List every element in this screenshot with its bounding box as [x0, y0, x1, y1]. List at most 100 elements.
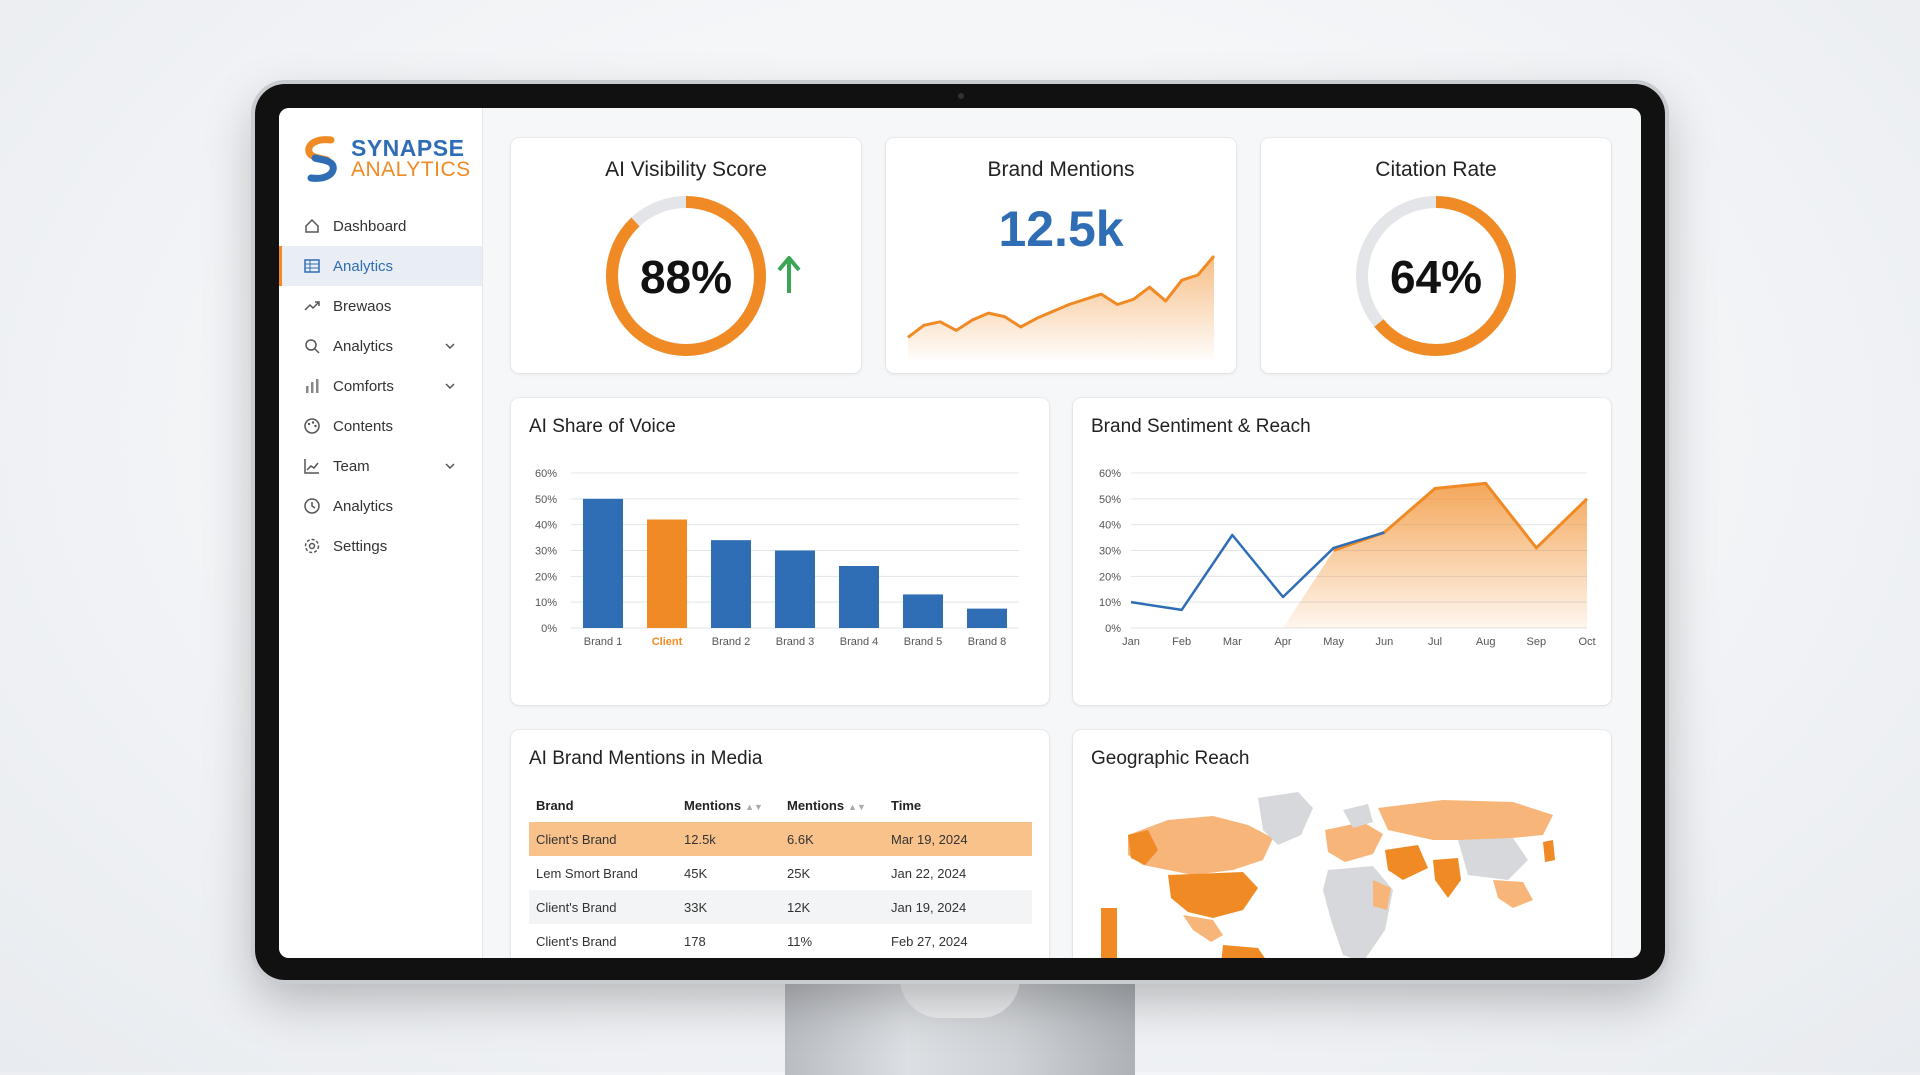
- x-tick-label: Apr: [1274, 636, 1291, 648]
- map-region-mexico: [1183, 915, 1223, 942]
- column-header-brand[interactable]: Brand: [529, 788, 677, 822]
- y-tick-label: 20%: [535, 571, 557, 583]
- x-tick-label: Feb: [1172, 636, 1191, 648]
- share-of-voice-chart: 0% 10% 20% 30% 40% 50% 60% Brand 1 Client Brand 2…: [535, 468, 1019, 648]
- bar-client[interactable]: [647, 519, 687, 629]
- logo-text-line1: SYNAPSE: [351, 135, 465, 161]
- ai-visibility-title: AI Visibility Score: [605, 158, 767, 181]
- table-row[interactable]: Client's Brand 12.5k 6.6K Mar 19, 2024: [529, 822, 1032, 856]
- citation-rate-gauge: 64%: [1356, 196, 1516, 356]
- x-tick-label: Jun: [1375, 636, 1393, 648]
- table-header-row: Brand Mentions ▲▼ Mentions ▲▼ Time: [529, 788, 1032, 822]
- sidebar: SYNAPSE ANALYTICS Dashboard Analytics Brew…: [279, 108, 483, 958]
- cell-mentions-2: 25K: [787, 865, 811, 881]
- citation-rate-title: Citation Rate: [1375, 158, 1497, 181]
- sidebar-item-contents-5[interactable]: Contents: [279, 406, 482, 446]
- y-tick-label: 50%: [1099, 494, 1121, 506]
- ai-visibility-value: 88%: [640, 251, 732, 303]
- gear-icon: [303, 537, 321, 555]
- cell-time: Mar 19, 2024: [884, 822, 1032, 856]
- map-region-usa: [1168, 872, 1258, 918]
- sidebar-nav: Dashboard Analytics Brewaos Analytics Comfor…: [279, 206, 482, 566]
- home-icon: [303, 217, 321, 235]
- y-tick-label: 60%: [535, 468, 557, 480]
- column-header-mentions-2[interactable]: Mentions ▲▼: [780, 788, 884, 822]
- cell-brand: Client's Brand: [536, 933, 617, 949]
- bar-brand-8[interactable]: [967, 608, 1007, 628]
- table-icon: [303, 257, 321, 275]
- logo[interactable]: SYNAPSE ANALYTICS: [299, 134, 471, 184]
- sidebar-item-label: Team: [333, 457, 370, 475]
- bar-brand-4[interactable]: [839, 566, 879, 628]
- cell-time: Jan 19, 2024: [884, 890, 1032, 924]
- bar-brand-3[interactable]: [775, 550, 815, 629]
- bar-brand-5[interactable]: [903, 594, 943, 628]
- y-tick-label: 10%: [535, 597, 557, 609]
- sort-icon: ▲▼: [745, 801, 763, 812]
- column-header-time[interactable]: Time: [884, 788, 1032, 822]
- cell-brand: Lem Smort Brand: [536, 865, 638, 881]
- cell-time: Jan 22, 2024: [891, 865, 967, 881]
- camera-dot: [958, 93, 964, 99]
- x-tick-label: May: [1323, 636, 1344, 648]
- column-header-mentions[interactable]: Mentions ▲▼: [677, 788, 780, 822]
- area-fill: [1181, 483, 1587, 628]
- gauge-fill: [606, 196, 766, 356]
- y-tick-label: 50%: [535, 494, 557, 506]
- sidebar-item-team-6[interactable]: Team: [279, 446, 482, 486]
- table-row[interactable]: Client's Brand 178 11% Feb 27, 2024: [529, 924, 1032, 958]
- sidebar-item-analytics-1[interactable]: Analytics: [279, 246, 482, 286]
- map-region-africa: [1323, 866, 1393, 958]
- sidebar-item-label: Contents: [333, 417, 394, 435]
- sidebar-item-label: Brewaos: [333, 297, 392, 315]
- y-tick-label: 10%: [1099, 597, 1121, 609]
- up-arrow-icon: [777, 256, 801, 293]
- sidebar-item-analytics-3[interactable]: Analytics: [279, 326, 482, 366]
- table-row[interactable]: Lem Smort Brand 45K 25K Jan 22, 2024: [529, 856, 1032, 890]
- world-map: [1101, 792, 1555, 958]
- y-tick-label: 60%: [1099, 468, 1121, 480]
- map-region-canada: [1128, 816, 1273, 875]
- trend-icon: [303, 297, 321, 315]
- map-region-europe: [1325, 822, 1383, 862]
- cell-mentions: 178: [684, 933, 706, 949]
- x-tick-label: Jul: [1428, 636, 1442, 648]
- y-tick-label: 0%: [1105, 623, 1121, 635]
- x-tick-label: Brand 5: [904, 636, 943, 648]
- chevron-down-icon[interactable]: [444, 339, 456, 356]
- sidebar-item-dashboard-0[interactable]: Dashboard: [279, 206, 482, 246]
- x-tick-label: Sep: [1527, 636, 1547, 648]
- column-header-label: Brand: [536, 797, 574, 813]
- media-mentions-card: AI Brand Mentions in Media Brand Mention…: [511, 730, 1049, 958]
- sidebar-item-settings-8[interactable]: Settings: [279, 526, 482, 566]
- sidebar-item-brewaos-2[interactable]: Brewaos: [279, 286, 482, 326]
- cell-mentions: 45K: [684, 865, 708, 881]
- brand-mentions-card: Brand Mentions 12.5k: [886, 138, 1236, 373]
- search-icon: [303, 337, 321, 355]
- sidebar-item-analytics-7[interactable]: Analytics: [279, 486, 482, 526]
- chevron-down-icon[interactable]: [444, 459, 456, 476]
- y-tick-label: 0%: [541, 623, 557, 635]
- table-row[interactable]: Client's Brand 33K 12K Jan 19, 2024: [529, 890, 1032, 924]
- media-mentions-title: AI Brand Mentions in Media: [529, 748, 763, 769]
- cell-brand: Client's Brand: [529, 890, 677, 924]
- x-tick-label: Oct: [1578, 636, 1595, 648]
- gauge-fill: [1356, 196, 1516, 356]
- y-tick-label: 40%: [535, 520, 557, 532]
- sparkline-line: [907, 255, 1216, 339]
- column-header-label: Mentions: [684, 797, 742, 813]
- bar-brand-1[interactable]: [583, 498, 623, 628]
- sidebar-item-label: Analytics: [333, 257, 394, 275]
- line-chart-icon: [303, 457, 321, 475]
- y-tick-label: 30%: [1099, 546, 1121, 558]
- bar-brand-2[interactable]: [711, 540, 751, 628]
- map-region-japan: [1543, 840, 1555, 862]
- map-region-india: [1433, 858, 1461, 898]
- share-of-voice-card: AI Share of Voice 0% 10% 20% 30% 40% 50% 60% Br…: [511, 398, 1049, 705]
- brand-mentions-title: Brand Mentions: [987, 158, 1135, 181]
- column-header-label: Mentions: [787, 797, 845, 813]
- sidebar-item-label: Dashboard: [333, 217, 407, 235]
- citation-rate-value: 64%: [1390, 251, 1482, 303]
- sidebar-item-comforts-4[interactable]: Comforts: [279, 366, 482, 406]
- chevron-down-icon[interactable]: [444, 379, 456, 396]
